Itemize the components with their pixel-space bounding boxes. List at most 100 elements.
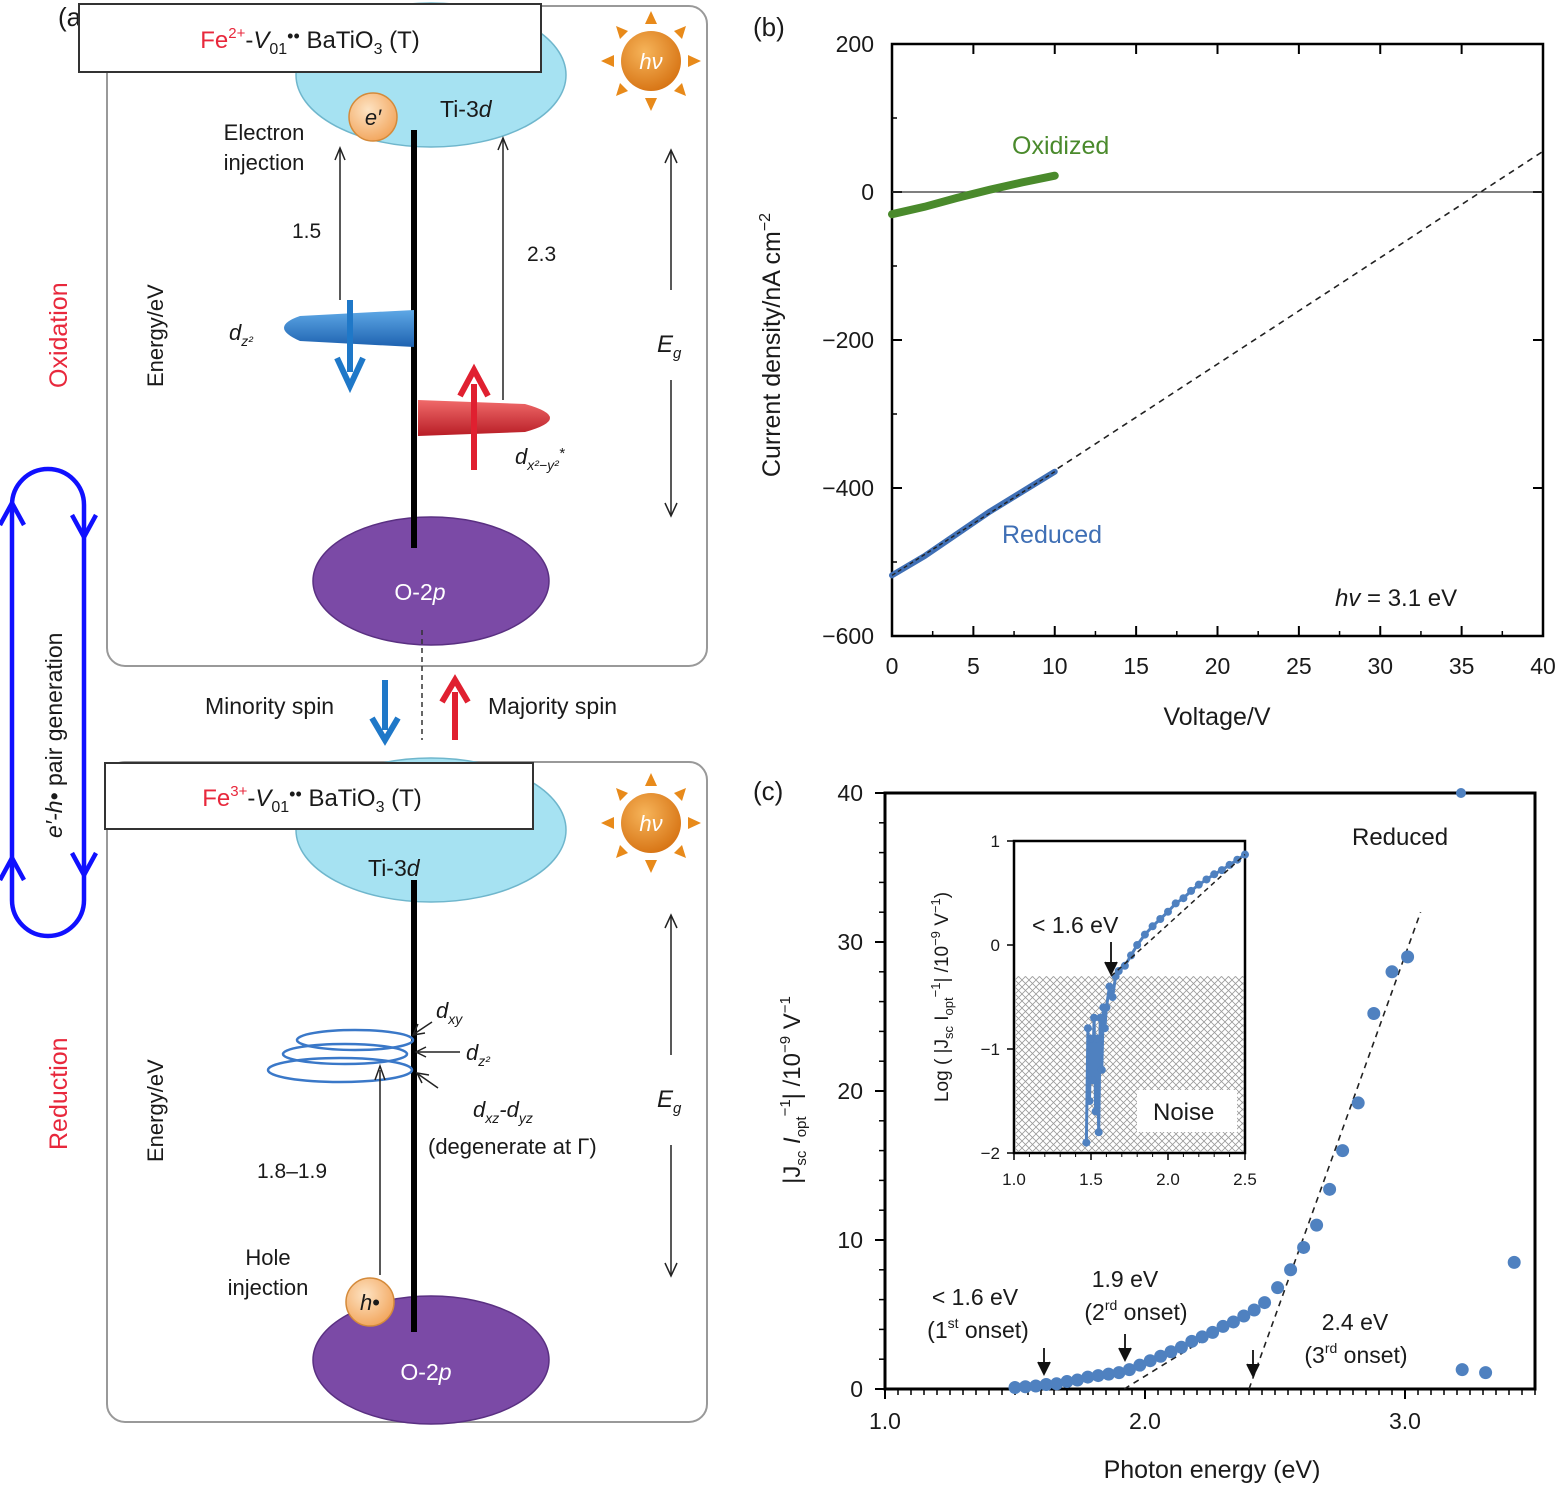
majority-spin-arrow-icon <box>457 363 491 470</box>
inset-ticks <box>1007 840 1246 1160</box>
hole-injection-line-1: Hole <box>245 1245 290 1270</box>
energy-1-5: 1.5 <box>292 220 321 243</box>
transition-arrow-1-5 <box>334 146 346 300</box>
dxy-label: dxy <box>436 998 463 1027</box>
fit-line <box>1123 1307 1255 1390</box>
noise-label-bg <box>1137 1090 1237 1132</box>
data-point <box>1060 1375 1074 1389</box>
transition-arrow-1-8 <box>374 1063 386 1275</box>
data-point <box>1284 1263 1298 1277</box>
inset-x-tick-label: 1.5 <box>1079 1170 1103 1189</box>
inset-y-tick-label: −1 <box>981 1040 1000 1059</box>
o-2p-band-bottom <box>312 1295 550 1425</box>
plot-b-xlabel: Voltage/V <box>1163 703 1270 731</box>
majority-spin-legend-icon <box>439 674 471 740</box>
reduction-title: Fe3+-V01•• BaTiO3 (T) <box>202 783 422 816</box>
photon-energy-annotation: hv = 3.1 eV <box>1335 585 1457 612</box>
plot-b-ylabel: Current density/nA cm−2 <box>757 213 786 477</box>
data-point <box>1226 1315 1240 1329</box>
data-point <box>1258 1296 1272 1310</box>
data-point <box>1081 1370 1095 1384</box>
defect-pointer-arrows <box>411 1021 460 1089</box>
oxidation-label: Oxidation <box>45 282 73 388</box>
inset-data-point <box>1114 967 1123 975</box>
inset-onset-label: < 1.6 eV <box>1032 912 1119 938</box>
reduced-label-c: Reduced <box>1352 824 1448 851</box>
hole-label: h• <box>360 1290 380 1315</box>
energy-axis-label-bottom: Energy/eV <box>143 1059 168 1162</box>
band-gap-arrow-bottom <box>664 913 678 1278</box>
inset-x-tick-label: 1.0 <box>1002 1170 1026 1189</box>
inset-y-tick-labels: 1 0 −1 −2 <box>981 832 1000 1163</box>
minority-spin-label: Minority spin <box>205 693 334 719</box>
panel-b-label: (b) <box>753 12 785 42</box>
onset-1-arrow-icon <box>1037 1348 1051 1377</box>
plot-b-ticks <box>891 43 1544 637</box>
onset-1-desc: (1st onset) <box>927 1315 1029 1343</box>
oxidized-series-label: Oxidized <box>1012 132 1109 160</box>
inset-data-point <box>1085 1097 1094 1105</box>
x-tick-label: 3.0 <box>1389 1408 1421 1434</box>
x-tick-label: 5 <box>967 653 980 679</box>
fit-line <box>1248 911 1422 1390</box>
inset-data-point <box>1127 951 1136 960</box>
plot-c-ticks <box>875 792 1536 1399</box>
inset-data-point <box>1194 880 1203 889</box>
data-point <box>1018 1380 1032 1394</box>
data-point <box>1455 1363 1469 1377</box>
plot-c-x-tick-labels: 1.0 2.0 3.0 <box>869 1408 1421 1434</box>
inset-data-point <box>1164 907 1172 916</box>
plot-c-points <box>1008 950 1521 1395</box>
onset-3-desc: (3rd onset) <box>1304 1340 1407 1368</box>
inset-y-tick-label: −2 <box>981 1144 1000 1163</box>
data-point <box>1039 1378 1053 1392</box>
data-point <box>1206 1325 1220 1339</box>
x-tick-label: 0 <box>886 653 899 679</box>
dx2y2-label: dx²−y²* <box>515 444 566 473</box>
inset-data-point <box>1140 930 1149 939</box>
band-gap-label-top: Eg <box>657 331 682 362</box>
x-tick-label: 10 <box>1042 653 1068 679</box>
panel-a: (a) e′-h• pair generation Oxidation Redu… <box>0 2 708 1425</box>
inset-data-point <box>1156 915 1165 923</box>
inset-plot: 1.0 1.5 2.0 2.5 1 0 −1 −2 < 1.6 eV Noise Log (… <box>928 832 1257 1189</box>
inset-data-point <box>1225 860 1234 869</box>
inset-data-point <box>1105 982 1114 991</box>
x-tick-label: 1.0 <box>869 1408 901 1434</box>
data-point <box>1112 1366 1126 1380</box>
clipped-point <box>1456 788 1466 798</box>
inset-ylabel: Log ( |Jsc Iopt−1| /10−9 V−1) <box>928 892 956 1102</box>
sun-icon-top <box>601 11 701 111</box>
defect-levels <box>266 1028 415 1084</box>
o-2p-label-bottom: O-2p <box>400 1359 451 1385</box>
ti-3d-label: Ti-3d <box>440 96 493 122</box>
electron-injection-line-2: injection <box>224 150 305 175</box>
y-tick-label: 0 <box>850 1376 863 1402</box>
sun-label-bottom: hν <box>639 811 662 836</box>
inset-onset-arrow-icon <box>1104 942 1118 977</box>
inset-data-point <box>1097 1065 1106 1074</box>
energy-2-3: 2.3 <box>527 243 556 266</box>
inset-data-point <box>1217 866 1226 875</box>
y-tick-label: 20 <box>837 1078 863 1104</box>
plot-c-y-tick-labels: 0 10 20 30 40 <box>837 780 863 1402</box>
transition-arrow-2-3 <box>497 136 509 400</box>
minority-spin-legend-icon <box>369 680 401 746</box>
onset-3-value: 2.4 eV <box>1322 1309 1389 1335</box>
oxidized-series-line <box>888 171 1059 219</box>
inset-data-point <box>1088 1076 1097 1085</box>
y-tick-label: 0 <box>861 179 874 205</box>
onset-2-arrow-icon <box>1118 1334 1132 1363</box>
o-2p-label: O-2p <box>394 579 445 605</box>
inset-data-point <box>1093 1034 1102 1043</box>
inset-data-point <box>1102 1003 1111 1012</box>
y-tick-label: −400 <box>822 475 874 501</box>
inset-x-tick-labels: 1.0 1.5 2.0 2.5 <box>1002 1170 1257 1189</box>
inset-data-point <box>1148 922 1157 931</box>
data-point <box>1479 1366 1493 1380</box>
inset-data-point <box>1120 961 1129 970</box>
inset-data-point <box>1082 1138 1091 1147</box>
ti-3d-label-bottom: Ti-3d <box>368 855 421 881</box>
onset-3-arrow-icon <box>1246 1350 1260 1379</box>
